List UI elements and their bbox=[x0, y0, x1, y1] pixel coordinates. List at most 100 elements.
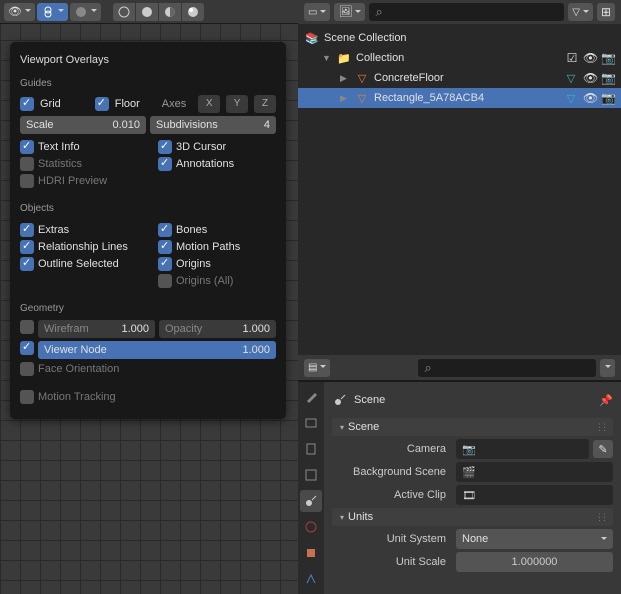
outliner-filter-dropdown[interactable]: ▽ bbox=[568, 3, 593, 21]
collection-icon: 📚 bbox=[304, 30, 320, 46]
camera-icon[interactable]: 📷 bbox=[601, 71, 615, 85]
wireframe-checkbox[interactable] bbox=[20, 320, 34, 334]
scale-field[interactable]: Scale0.010 bbox=[20, 116, 146, 134]
expand-icon[interactable]: ▶ bbox=[340, 93, 350, 104]
x-axis-btn[interactable]: X bbox=[198, 95, 220, 113]
eye-icon[interactable]: 👁 bbox=[583, 71, 597, 85]
floor-checkbox[interactable] bbox=[95, 97, 109, 111]
properties-toolbar: ▤ bbox=[298, 355, 621, 381]
overlays-dropdown[interactable] bbox=[37, 3, 68, 21]
props-tabs bbox=[298, 382, 324, 594]
props-options-btn[interactable] bbox=[600, 359, 615, 377]
viewer-node-field[interactable]: Viewer Node1.000 bbox=[38, 341, 276, 359]
tool-tab[interactable] bbox=[300, 386, 322, 408]
unit-scale-label: Unit Scale bbox=[332, 556, 452, 568]
checkbox-icon[interactable]: ☑ bbox=[565, 51, 579, 65]
modifier-icon: ▽ bbox=[563, 90, 579, 106]
y-axis-btn[interactable]: Y bbox=[226, 95, 248, 113]
units-panel-header[interactable]: Units bbox=[332, 508, 613, 526]
outliner-toolbar: ▭ 🖼 ▽ ⊞ bbox=[298, 0, 621, 24]
view-layer-tab[interactable] bbox=[300, 464, 322, 486]
rel-lines-checkbox[interactable] bbox=[20, 240, 34, 254]
shading-dropdown[interactable] bbox=[70, 3, 101, 21]
unit-system-label: Unit System bbox=[332, 533, 452, 545]
grid-checkbox[interactable] bbox=[20, 97, 34, 111]
expand-icon[interactable]: ▶ bbox=[340, 73, 350, 84]
camera-field[interactable]: 📷 bbox=[456, 439, 589, 459]
world-tab[interactable] bbox=[300, 516, 322, 538]
solid-mode-btn[interactable] bbox=[136, 3, 158, 21]
grid-label: Grid bbox=[40, 98, 61, 110]
camera-icon: 📷 bbox=[462, 443, 476, 456]
wireframe-mode-btn[interactable] bbox=[113, 3, 135, 21]
clip-icon: 🎞 bbox=[462, 489, 476, 502]
camera-label: Camera bbox=[332, 443, 452, 455]
geometry-section: Geometry bbox=[20, 303, 276, 314]
objects-section: Objects bbox=[20, 203, 276, 214]
output-tab[interactable] bbox=[300, 438, 322, 460]
eye-icon[interactable]: 👁 bbox=[583, 91, 597, 105]
floor-label: Floor bbox=[115, 98, 140, 110]
camera-icon[interactable]: 📷 bbox=[601, 51, 615, 65]
guides-section: Guides bbox=[20, 78, 276, 89]
motion-tracking-checkbox[interactable] bbox=[20, 390, 34, 404]
active-clip-field[interactable]: 🎞 bbox=[456, 485, 613, 505]
viewport-overlays-popup: Viewport Overlays Guides Grid Floor Axes… bbox=[10, 42, 286, 419]
cursor-checkbox[interactable] bbox=[158, 140, 172, 154]
unit-system-dropdown[interactable]: None bbox=[456, 529, 613, 549]
pin-icon[interactable]: 📌 bbox=[599, 394, 613, 407]
bones-checkbox[interactable] bbox=[158, 223, 172, 237]
outliner-new-collection-btn[interactable]: ⊞ bbox=[597, 3, 615, 21]
props-editor-dropdown[interactable]: ▤ bbox=[304, 359, 330, 377]
statistics-checkbox[interactable] bbox=[20, 157, 34, 171]
scene-panel-header[interactable]: Scene bbox=[332, 418, 613, 436]
shading-mode-group bbox=[113, 3, 204, 21]
axes-label: Axes bbox=[162, 98, 186, 110]
material-mode-btn[interactable] bbox=[159, 3, 181, 21]
unit-scale-field[interactable]: 1.000000 bbox=[456, 552, 613, 572]
object-tab[interactable] bbox=[300, 542, 322, 564]
scene-icon bbox=[332, 392, 348, 408]
rectangle-row[interactable]: ▶ ▽ Rectangle_5A78ACB4 ▽ 👁📷 bbox=[298, 88, 621, 108]
outliner-display-dropdown[interactable]: ▭ bbox=[304, 3, 330, 21]
annotations-checkbox[interactable] bbox=[158, 157, 172, 171]
scene-title: Scene bbox=[354, 394, 385, 406]
viewer-node-checkbox[interactable] bbox=[20, 341, 34, 355]
origins-checkbox[interactable] bbox=[158, 257, 172, 271]
bg-scene-field[interactable]: 🎬 bbox=[456, 462, 613, 482]
mesh-icon: ▽ bbox=[354, 90, 370, 106]
camera-icon[interactable]: 📷 bbox=[601, 91, 615, 105]
concrete-floor-row[interactable]: ▶ ▽ ConcreteFloor ▽ 👁📷 bbox=[298, 68, 621, 88]
eyedropper-btn[interactable]: ✎ bbox=[593, 440, 613, 458]
opacity-field[interactable]: Opacity1.000 bbox=[159, 320, 276, 338]
rendered-mode-btn[interactable] bbox=[182, 3, 204, 21]
extras-checkbox[interactable] bbox=[20, 223, 34, 237]
active-clip-label: Active Clip bbox=[332, 489, 452, 501]
popup-title: Viewport Overlays bbox=[20, 54, 276, 66]
scene-tab[interactable] bbox=[300, 490, 322, 512]
modifiers-tab[interactable] bbox=[300, 568, 322, 590]
view-dropdown[interactable]: 👁 bbox=[4, 3, 35, 21]
expand-icon[interactable]: ▼ bbox=[322, 53, 332, 63]
origins-all-checkbox[interactable] bbox=[158, 274, 172, 288]
properties-panel: Scene 📌 Scene Camera 📷 ✎ Background Scen… bbox=[298, 381, 621, 594]
wireframe-field[interactable]: Wirefram1.000 bbox=[38, 320, 155, 338]
outline-checkbox[interactable] bbox=[20, 257, 34, 271]
face-orient-checkbox[interactable] bbox=[20, 362, 34, 376]
z-axis-btn[interactable]: Z bbox=[254, 95, 276, 113]
bg-scene-label: Background Scene bbox=[332, 466, 452, 478]
eye-icon[interactable]: 👁 bbox=[583, 51, 597, 65]
props-search[interactable] bbox=[418, 359, 596, 377]
motion-paths-checkbox[interactable] bbox=[158, 240, 172, 254]
hdri-checkbox[interactable] bbox=[20, 174, 34, 188]
modifier-icon: ▽ bbox=[563, 70, 579, 86]
scene-collection-row[interactable]: 📚 Scene Collection bbox=[298, 28, 621, 48]
outliner-view-dropdown[interactable]: 🖼 bbox=[334, 3, 365, 21]
subdivisions-field[interactable]: Subdivisions4 bbox=[150, 116, 276, 134]
outliner-search[interactable] bbox=[369, 3, 564, 21]
scene-icon: 🎬 bbox=[462, 466, 476, 479]
collection-row[interactable]: ▼ 📁 Collection ☑👁📷 bbox=[298, 48, 621, 68]
textinfo-checkbox[interactable] bbox=[20, 140, 34, 154]
collection-icon: 📁 bbox=[336, 50, 352, 66]
render-tab[interactable] bbox=[300, 412, 322, 434]
